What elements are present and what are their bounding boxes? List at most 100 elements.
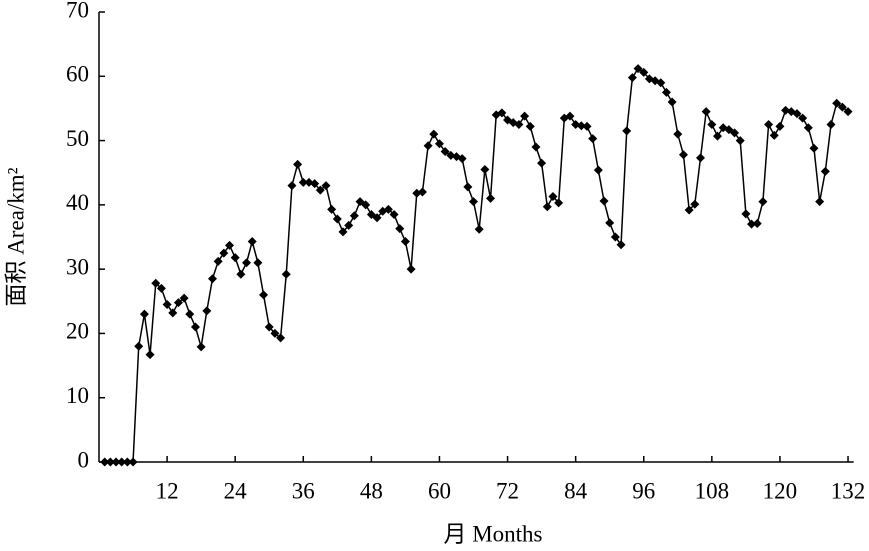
data-point [270, 328, 280, 338]
data-point [531, 142, 541, 152]
data-point [480, 165, 490, 174]
data-point [213, 256, 223, 266]
data-point [622, 126, 632, 136]
x-axis-label: 月 Months [443, 521, 542, 546]
data-point [792, 109, 802, 119]
data-point [582, 121, 592, 131]
data-point [253, 258, 263, 268]
data-point [497, 108, 507, 118]
data-point [298, 177, 308, 187]
data-point [293, 159, 303, 169]
data-point [820, 166, 830, 176]
data-point [593, 165, 603, 175]
x-tick-label: 120 [763, 478, 798, 503]
data-point [752, 219, 762, 228]
data-point [673, 129, 683, 139]
x-tick-label: 24 [224, 478, 248, 503]
data-point [701, 107, 711, 117]
data-point [128, 457, 138, 467]
data-point [395, 224, 405, 234]
data-point [349, 211, 359, 221]
data-point [122, 457, 132, 467]
x-tick-label: 60 [428, 478, 451, 503]
data-point [741, 209, 751, 219]
x-tick-label: 84 [564, 478, 588, 503]
data-point [610, 232, 620, 242]
data-point [423, 141, 433, 151]
data-point [417, 187, 427, 197]
data-point [565, 111, 575, 121]
data-point [429, 129, 439, 139]
data-point [287, 181, 297, 191]
x-tick-label: 12 [156, 478, 179, 503]
data-point [117, 457, 127, 467]
data-point [730, 128, 740, 138]
data-point [332, 214, 342, 224]
data-point [168, 308, 178, 318]
x-tick-label: 72 [496, 478, 519, 503]
data-point [678, 150, 688, 160]
data-point [276, 333, 286, 343]
data-point [815, 197, 825, 207]
data-point [605, 218, 615, 228]
data-point [111, 457, 121, 467]
data-point [548, 192, 558, 201]
data-point [202, 306, 212, 316]
data-point [361, 200, 371, 210]
x-tick-label: 36 [292, 478, 315, 503]
data-point [389, 210, 399, 219]
data-point [520, 111, 530, 121]
data-point [798, 113, 808, 123]
data-point [684, 205, 694, 215]
data-point [588, 134, 598, 144]
series-line [104, 67, 849, 463]
data-point [695, 153, 705, 163]
data-point [344, 220, 354, 230]
data-point [667, 97, 677, 107]
data-point [809, 143, 819, 153]
data-point [264, 322, 274, 332]
y-tick-label: 10 [66, 383, 89, 408]
data-point [321, 181, 331, 191]
data-point [383, 204, 393, 214]
data-point [769, 130, 779, 140]
data-point [434, 139, 444, 149]
data-point [281, 269, 291, 279]
data-point [185, 309, 195, 319]
data-point [542, 202, 552, 212]
data-point [690, 199, 700, 209]
x-tick-label: 96 [632, 478, 655, 503]
data-point [525, 121, 535, 131]
data-point [832, 98, 842, 108]
data-point [145, 350, 155, 360]
data-point [616, 240, 626, 250]
y-tick-label: 0 [78, 447, 90, 472]
data-point [713, 131, 723, 141]
data-point [554, 198, 564, 208]
data-point [440, 147, 450, 156]
data-point [735, 136, 745, 146]
data-point [151, 278, 161, 288]
data-point [463, 182, 473, 192]
data-point [661, 87, 671, 97]
data-point [400, 237, 410, 246]
data-point [162, 300, 172, 309]
data-point [247, 237, 257, 246]
y-tick-label: 30 [66, 254, 89, 279]
data-point [105, 457, 115, 467]
data-point [747, 219, 757, 229]
data-point [310, 179, 320, 189]
data-point [179, 293, 189, 303]
data-point [826, 120, 836, 129]
data-point [639, 67, 649, 77]
data-point [576, 121, 586, 131]
data-point [656, 78, 666, 88]
data-point [474, 224, 484, 234]
data-point [764, 120, 774, 129]
data-point [514, 120, 524, 129]
data-point [100, 457, 110, 467]
x-tick-label: 132 [831, 478, 866, 503]
data-point [134, 341, 144, 351]
data-point [707, 120, 717, 129]
